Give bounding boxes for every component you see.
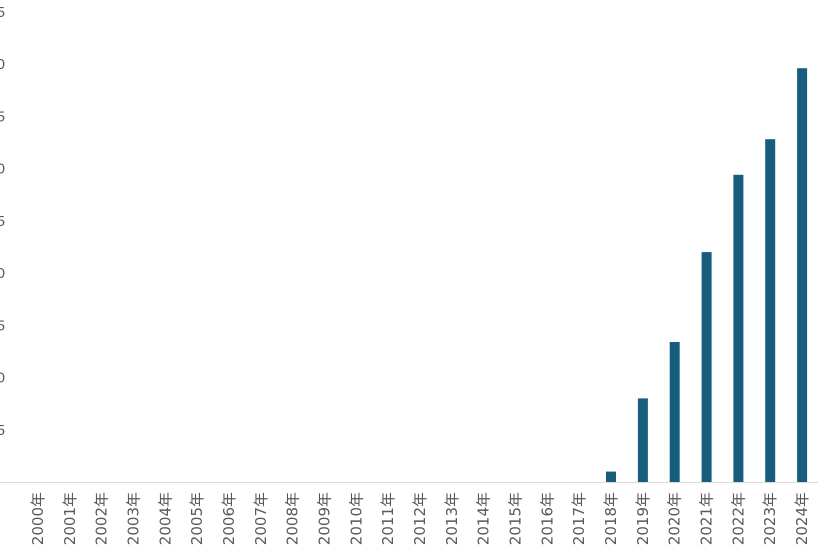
x-tick-label: 2005年 xyxy=(188,492,206,545)
x-tick-label: 2024年 xyxy=(793,492,811,545)
x-tick-label: 2018年 xyxy=(602,492,620,545)
x-tick-label: 2010年 xyxy=(347,492,365,545)
x-tick-label: 2006年 xyxy=(220,492,238,545)
y-tick-label: 0 xyxy=(0,265,5,282)
x-tick-label: 2009年 xyxy=(316,492,334,545)
x-tick-label: 2016年 xyxy=(538,492,556,545)
x-tick-label: 2013年 xyxy=(443,492,461,545)
x-tick-label: 2011年 xyxy=(379,492,397,545)
x-tick-label: 2019年 xyxy=(634,492,652,545)
y-tick-label: 5 xyxy=(0,317,5,334)
x-tick-label: 2022年 xyxy=(729,492,747,545)
y-tick-label: 5 xyxy=(0,4,5,21)
y-tick-label: 5 xyxy=(0,108,5,125)
bar-series xyxy=(606,68,808,483)
bar xyxy=(637,398,648,482)
x-tick-label: 2003年 xyxy=(124,492,142,545)
y-tick-label: 0 xyxy=(0,370,5,387)
x-tick-label: 2021年 xyxy=(698,492,716,545)
x-tick-label: 2000年 xyxy=(29,492,47,545)
x-tick-label: 2004年 xyxy=(156,492,174,545)
bar xyxy=(765,139,776,482)
x-tick-label: 2001年 xyxy=(61,492,79,545)
x-tick-label: 2020年 xyxy=(666,492,684,545)
bar xyxy=(797,68,808,482)
y-tick-label: 5 xyxy=(0,213,5,230)
y-tick-label: 0 xyxy=(0,56,5,73)
x-axis-category-labels: 2000年 2001年 2002年 2003年 2004年 2005年 2006年 2007年… xyxy=(29,492,811,545)
y-tick-label: 5 xyxy=(0,422,5,439)
x-tick-label: 2007年 xyxy=(252,492,270,545)
x-tick-label: 2012年 xyxy=(411,492,429,545)
x-tick-label: 2008年 xyxy=(284,492,302,545)
x-tick-label: 2023年 xyxy=(761,492,779,545)
x-tick-label: 2015年 xyxy=(507,492,525,545)
bar xyxy=(669,342,680,482)
x-tick-label: 2017年 xyxy=(570,492,588,545)
bar xyxy=(733,174,744,483)
bar xyxy=(701,252,712,482)
y-axis-tick-labels: 5 0 5 0 5 0 5 0 5 xyxy=(0,4,5,439)
x-tick-label: 2002年 xyxy=(93,492,111,545)
bar xyxy=(606,471,616,482)
y-tick-label: 0 xyxy=(0,161,5,178)
x-tick-label: 2014年 xyxy=(475,492,493,545)
